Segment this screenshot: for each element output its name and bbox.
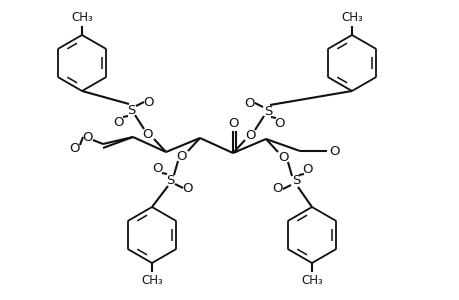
- Text: O: O: [182, 182, 193, 194]
- Text: O: O: [272, 182, 283, 196]
- Text: O: O: [176, 149, 187, 163]
- Text: S: S: [165, 173, 174, 187]
- Text: S: S: [127, 103, 135, 116]
- Text: O: O: [244, 97, 255, 110]
- Text: S: S: [263, 104, 272, 118]
- Text: O: O: [142, 128, 153, 140]
- Text: O: O: [113, 116, 124, 128]
- Text: O: O: [228, 116, 239, 130]
- Text: O: O: [83, 130, 93, 143]
- Text: CH₃: CH₃: [301, 274, 322, 287]
- Text: O: O: [329, 145, 340, 158]
- Text: CH₃: CH₃: [141, 274, 162, 287]
- Text: O: O: [302, 163, 313, 176]
- Text: O: O: [143, 95, 154, 109]
- Text: S: S: [291, 175, 300, 188]
- Text: O: O: [278, 151, 289, 164]
- Text: CH₃: CH₃: [341, 11, 362, 23]
- Text: O: O: [245, 128, 256, 142]
- Text: CH₃: CH₃: [71, 11, 93, 23]
- Text: O: O: [152, 161, 163, 175]
- Text: O: O: [274, 116, 285, 130]
- Text: O: O: [70, 142, 80, 154]
